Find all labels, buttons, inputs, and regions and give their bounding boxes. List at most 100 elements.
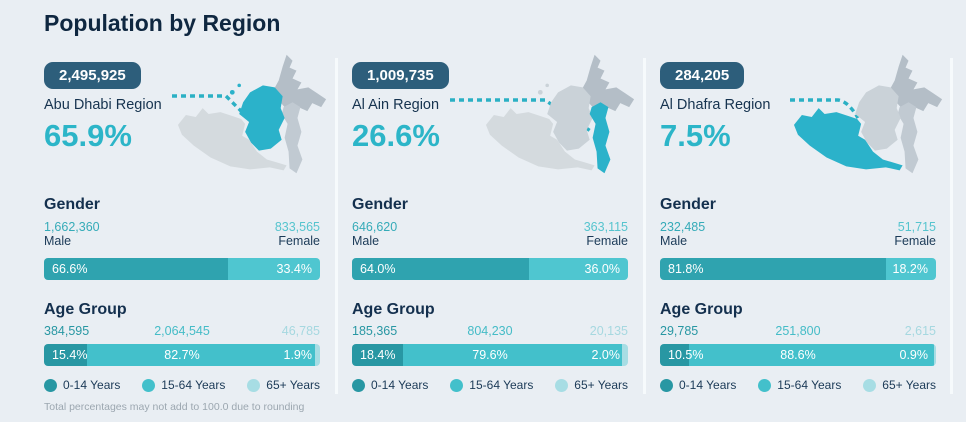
female-label: Female — [278, 234, 320, 248]
legend-item-15-64: 15-64 Years — [450, 378, 533, 392]
age-15-64-count: 251,800 — [775, 324, 821, 338]
female-count: 363,115 — [583, 220, 628, 234]
gender-section-heading: Gender — [44, 196, 101, 213]
region-summary: 1,009,735 Al Ain Region 26.6% — [352, 54, 635, 196]
map-region-al-dhafra — [485, 108, 595, 171]
region-column-abu-dhabi: 2,495,925 Abu Dhabi Region 65.9% Gender … — [44, 54, 327, 394]
female-stat: 51,715 Female — [894, 220, 936, 250]
map-region-abu-dhabi — [547, 85, 593, 151]
uae-map-al-ain-highlight — [485, 54, 635, 174]
gender-section-heading: Gender — [352, 196, 409, 213]
female-label: Female — [894, 234, 936, 248]
age-15-64-percent-label: 82.7% — [164, 348, 200, 362]
age-legend: 0-14 Years 15-64 Years 65+ Years — [44, 378, 320, 392]
map-island-dot — [229, 89, 235, 95]
region-summary: 2,495,925 Abu Dhabi Region 65.9% — [44, 54, 327, 196]
age-65-plus-percent-label: 0.9% — [899, 348, 929, 362]
column-divider — [950, 58, 953, 394]
age-65-plus-count: 2,615 — [904, 324, 936, 338]
male-label: Male — [352, 234, 380, 248]
male-bar-segment: 66.6% — [44, 258, 228, 280]
rounding-footnote: Total percentages may not add to 100.0 d… — [44, 401, 305, 413]
column-divider — [335, 58, 338, 394]
age-section-heading: Age Group — [660, 301, 743, 318]
gender-section-heading: Gender — [660, 196, 717, 213]
legend-item-65-plus: 65+ Years — [247, 378, 320, 392]
legend-item-65-plus: 65+ Years — [555, 378, 628, 392]
map-region-abu-dhabi — [239, 85, 285, 151]
age-0-14-segment — [44, 344, 87, 366]
map-region-al-ain — [589, 102, 611, 174]
legend-label: 0-14 Years — [679, 378, 737, 392]
age-65-plus-count: 20,135 — [589, 324, 628, 338]
legend-dot-15-64 — [450, 378, 464, 392]
gender-values-row: 646,620 Male 363,115 Female — [352, 220, 628, 250]
legend-dot-65-plus — [555, 378, 569, 392]
page-title: Population by Region — [44, 10, 281, 36]
legend-item-0-14: 0-14 Years — [352, 378, 428, 392]
male-stat: 1,662,360 Male — [44, 220, 100, 250]
age-0-14-percent-label: 10.5% — [668, 348, 704, 362]
gender-values-row: 1,662,360 Male 833,565 Female — [44, 220, 320, 250]
legend-label: 65+ Years — [882, 378, 936, 392]
female-bar-segment: 36.0% — [528, 258, 628, 280]
age-15-64-segment — [86, 344, 315, 366]
age-legend: 0-14 Years 15-64 Years 65+ Years — [660, 378, 936, 392]
legend-dot-0-14 — [660, 378, 673, 392]
column-divider — [643, 58, 646, 394]
population-badge: 2,495,925 — [44, 62, 141, 89]
age-0-14-segment — [660, 344, 689, 366]
region-column-al-ain: 1,009,735 Al Ain Region 26.6% Gender 646… — [352, 54, 635, 394]
male-percent-label: 66.6% — [52, 262, 88, 276]
age-15-64-segment — [688, 344, 934, 366]
map-island-dot — [237, 83, 241, 88]
map-region-al-dhafra — [177, 108, 287, 171]
legend-dot-65-plus — [247, 378, 261, 392]
age-values-row: 384,595 2,064,545 46,785 — [44, 324, 320, 338]
female-percent-label: 18.2% — [892, 262, 928, 276]
age-0-14-percent-label: 15.4% — [52, 348, 88, 362]
age-0-14-count: 29,785 — [660, 324, 699, 338]
age-15-64-count: 2,064,545 — [154, 324, 210, 338]
male-label: Male — [660, 234, 688, 248]
map-island-dot — [545, 83, 549, 88]
age-0-14-count: 384,595 — [44, 324, 90, 338]
gender-stacked-bar: 81.8% 18.2% — [660, 258, 936, 280]
female-bar-segment: 18.2% — [885, 258, 936, 280]
legend-label: 0-14 Years — [63, 378, 121, 392]
female-bar-segment: 33.4% — [227, 258, 320, 280]
age-65-plus-percent-label: 1.9% — [283, 348, 313, 362]
gender-stacked-bar: 66.6% 33.4% — [44, 258, 320, 280]
female-stat: 833,565 Female — [275, 220, 320, 250]
legend-label: 65+ Years — [266, 378, 320, 392]
age-65-plus-segment — [622, 344, 628, 366]
male-stat: 646,620 Male — [352, 220, 397, 250]
legend-label: 65+ Years — [574, 378, 628, 392]
age-values-row: 185,365 804,230 20,135 — [352, 324, 628, 338]
map-region-northern-emirates — [580, 54, 635, 114]
age-section-heading: Age Group — [44, 301, 127, 318]
legend-item-15-64: 15-64 Years — [758, 378, 841, 392]
age-values-row: 29,785 251,800 2,615 — [660, 324, 936, 338]
legend-dot-0-14 — [44, 378, 57, 392]
region-summary: 284,205 Al Dhafra Region 7.5% — [660, 54, 943, 196]
population-badge: 284,205 — [660, 62, 745, 89]
map-region-northern-emirates — [888, 54, 943, 114]
age-stacked-bar: 15.4% 82.7% 1.9% — [44, 344, 320, 366]
map-region-northern-emirates — [272, 54, 327, 114]
gender-values-row: 232,485 Male 51,715 Female — [660, 220, 936, 250]
female-label: Female — [586, 234, 628, 248]
legend-dot-65-plus — [863, 378, 877, 392]
legend-item-0-14: 0-14 Years — [660, 378, 736, 392]
region-name: Al Dhafra Region — [660, 97, 771, 113]
age-stacked-bar: 10.5% 88.6% 0.9% — [660, 344, 936, 366]
legend-item-65-plus: 65+ Years — [863, 378, 936, 392]
male-percent-label: 64.0% — [360, 262, 396, 276]
dashed-connector-line — [450, 98, 593, 134]
dashed-connector-line — [790, 98, 860, 119]
male-count: 232,485 — [660, 220, 706, 234]
male-percent-label: 81.8% — [668, 262, 704, 276]
male-bar-segment: 64.0% — [352, 258, 529, 280]
age-section-heading: Age Group — [352, 301, 435, 318]
